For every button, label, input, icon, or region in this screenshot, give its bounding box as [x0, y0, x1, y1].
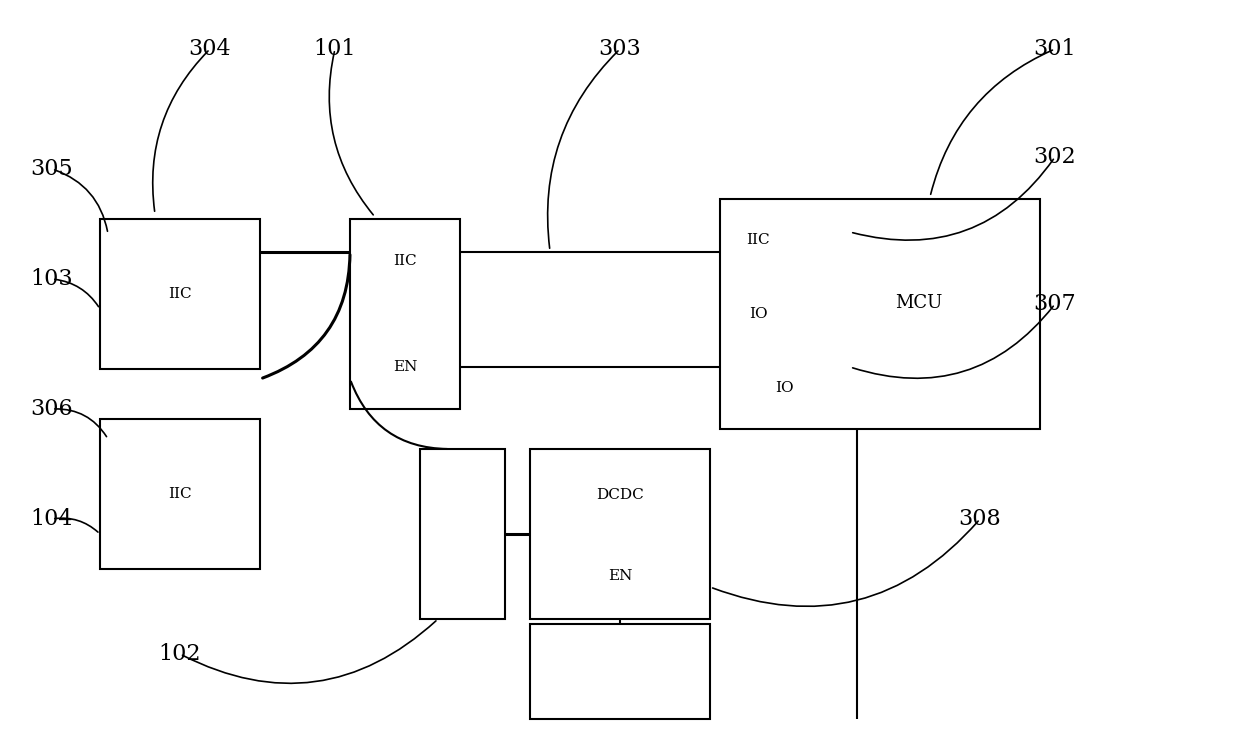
Text: IIC: IIC: [169, 287, 192, 301]
Text: 301: 301: [1034, 38, 1076, 60]
Text: 307: 307: [1034, 293, 1076, 315]
Bar: [720, 199, 1040, 429]
Text: 103: 103: [31, 268, 73, 290]
Text: IO: IO: [775, 381, 794, 394]
Text: DCDC: DCDC: [596, 488, 644, 502]
Text: 101: 101: [314, 38, 356, 60]
Text: EN: EN: [393, 360, 417, 374]
Bar: [529, 449, 711, 619]
Text: 302: 302: [1034, 146, 1076, 168]
Text: IIC: IIC: [393, 254, 417, 268]
Text: IIC: IIC: [169, 487, 192, 501]
Text: 304: 304: [188, 38, 232, 60]
Text: IO: IO: [749, 307, 768, 321]
Text: IIC: IIC: [746, 233, 770, 247]
Text: 305: 305: [31, 158, 73, 180]
Text: 303: 303: [599, 38, 641, 60]
Text: MCU: MCU: [895, 294, 942, 311]
Bar: [100, 219, 260, 369]
Bar: [100, 419, 260, 569]
Bar: [529, 624, 711, 719]
Text: EN: EN: [608, 569, 632, 583]
Bar: [350, 219, 460, 409]
Text: 104: 104: [31, 508, 73, 530]
Bar: [420, 449, 505, 619]
Text: 102: 102: [159, 643, 201, 665]
Text: 306: 306: [31, 398, 73, 420]
Text: 308: 308: [959, 508, 1002, 530]
